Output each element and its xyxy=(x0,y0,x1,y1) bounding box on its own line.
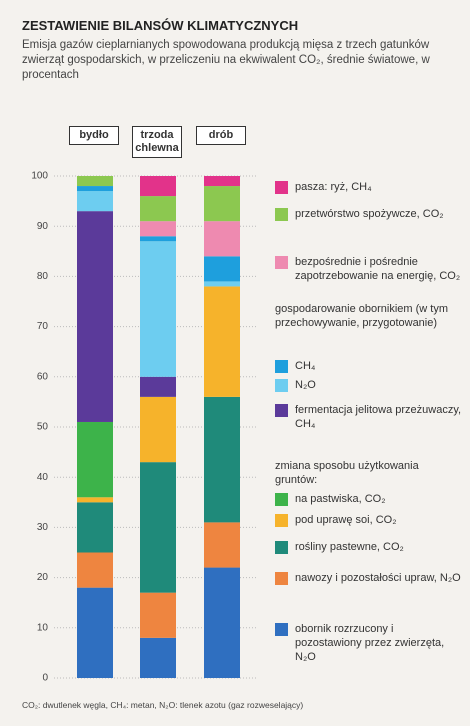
legend-swatch xyxy=(275,514,288,527)
bar-segment xyxy=(204,186,240,221)
y-tick-label: 40 xyxy=(37,472,49,483)
bar-segment xyxy=(77,186,113,191)
bar-segment xyxy=(204,568,240,678)
bar-segment xyxy=(140,397,176,462)
bar-segment xyxy=(77,191,113,211)
legend-swatch xyxy=(275,379,288,392)
legend-swatch xyxy=(275,360,288,373)
category-label: drób xyxy=(196,126,246,145)
bar-segment xyxy=(140,638,176,678)
bar-segment xyxy=(77,588,113,678)
legend-swatch xyxy=(275,493,288,506)
y-tick-label: 60 xyxy=(37,371,49,382)
y-tick-label: 0 xyxy=(42,673,48,684)
legend-label: bezpośrednie i pośrednie zapotrzebowanie… xyxy=(295,255,463,283)
bar-segment xyxy=(77,502,113,552)
bar-segment xyxy=(204,221,240,256)
bar-segment xyxy=(140,221,176,236)
bar-segment xyxy=(77,422,113,497)
y-tick-label: 80 xyxy=(37,271,49,282)
category-label: bydło xyxy=(69,126,119,145)
legend-label: obornik rozrzucony i pozostawiony przez … xyxy=(295,622,463,664)
legend-swatch xyxy=(275,541,288,554)
legend-label: CH₄ xyxy=(295,359,463,373)
bar-segment xyxy=(77,176,113,186)
y-tick-label: 90 xyxy=(37,221,49,232)
bar-segment xyxy=(140,196,176,221)
page: ZESTAWIENIE BILANSÓW KLIMATYCZNYCH Emisj… xyxy=(0,0,470,726)
bar-segment xyxy=(204,256,240,281)
legend-swatch xyxy=(275,404,288,417)
legend-label: nawozy i pozostałości upraw, N₂O xyxy=(295,571,463,585)
legend-swatch xyxy=(275,623,288,636)
footnote: CO₂: dwutlenek węgla, CH₄: metan, N₂O: t… xyxy=(22,700,303,710)
bar-segment xyxy=(140,377,176,397)
legend-label: N₂O xyxy=(295,378,463,392)
legend-label: przetwórstwo spożywcze, CO₂ xyxy=(295,207,463,221)
legend-label: na pastwiska, CO₂ xyxy=(295,492,463,506)
y-tick-label: 30 xyxy=(37,522,49,533)
bar-segment xyxy=(204,522,240,567)
legend-swatch xyxy=(275,208,288,221)
category-label: trzoda chlewna xyxy=(132,126,182,158)
bar-segment xyxy=(140,462,176,593)
legend-label: pasza: ryż, CH₄ xyxy=(295,180,463,194)
bar-segment xyxy=(140,593,176,638)
bar-segment xyxy=(77,211,113,422)
bar-segment xyxy=(77,497,113,502)
legend-swatch xyxy=(275,256,288,269)
legend-swatch xyxy=(275,572,288,585)
bar-segment xyxy=(140,236,176,241)
legend-swatch xyxy=(275,181,288,194)
bar-segment xyxy=(77,553,113,588)
legend-label: rośliny pastewne, CO₂ xyxy=(295,540,463,554)
bar-segment xyxy=(204,286,240,396)
y-tick-label: 100 xyxy=(31,171,48,182)
legend-heading: zmiana sposobu użytkowania gruntów: xyxy=(275,459,425,487)
y-tick-label: 50 xyxy=(37,422,49,433)
y-tick-label: 70 xyxy=(37,321,49,332)
y-tick-label: 10 xyxy=(37,622,49,633)
bar-segment xyxy=(204,281,240,286)
y-tick-label: 20 xyxy=(37,572,49,583)
legend-label: fermentacja jelitowa przeżuwaczy, CH₄ xyxy=(295,403,463,431)
legend-label: pod uprawę soi, CO₂ xyxy=(295,513,463,527)
bar-segment xyxy=(204,176,240,186)
legend-heading: gospodarowanie obornikiem (w tym przecho… xyxy=(275,302,463,330)
bar-segment xyxy=(140,176,176,196)
bar-segment xyxy=(204,397,240,523)
bar-segment xyxy=(140,241,176,377)
